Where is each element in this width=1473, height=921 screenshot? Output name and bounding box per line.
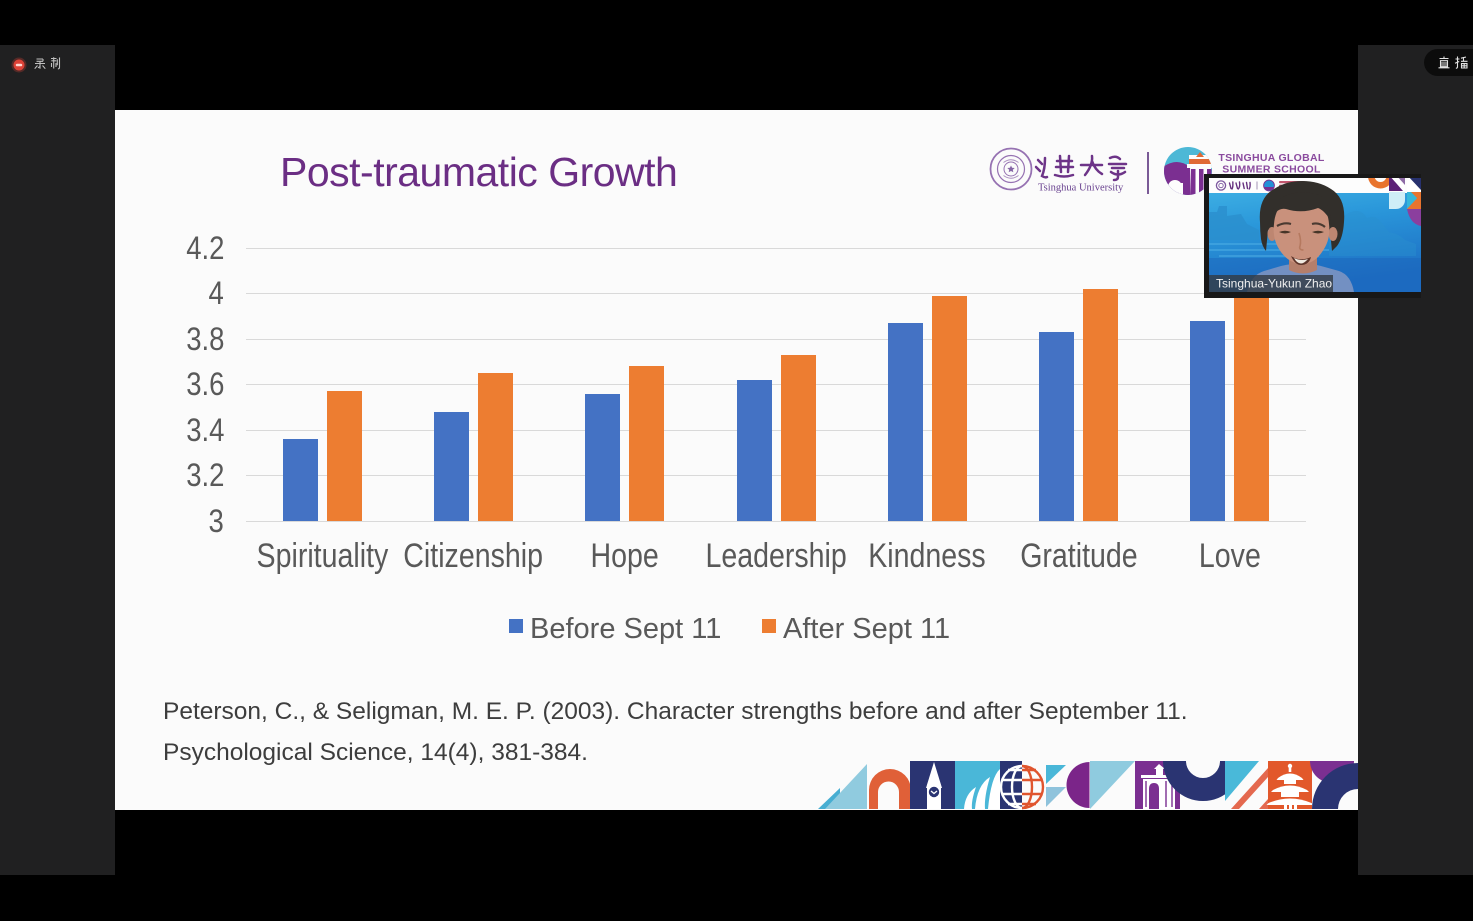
svg-text:Tsinghua University: Tsinghua University	[1038, 183, 1124, 194]
svg-text:Tsinghua-Yukun Zhao: Tsinghua-Yukun Zhao	[1216, 277, 1332, 291]
svg-text:SUMMER SCHOOL: SUMMER SCHOOL	[1222, 164, 1321, 176]
svg-text:TSINGHUA GLOBAL: TSINGHUA GLOBAL	[1218, 152, 1324, 164]
